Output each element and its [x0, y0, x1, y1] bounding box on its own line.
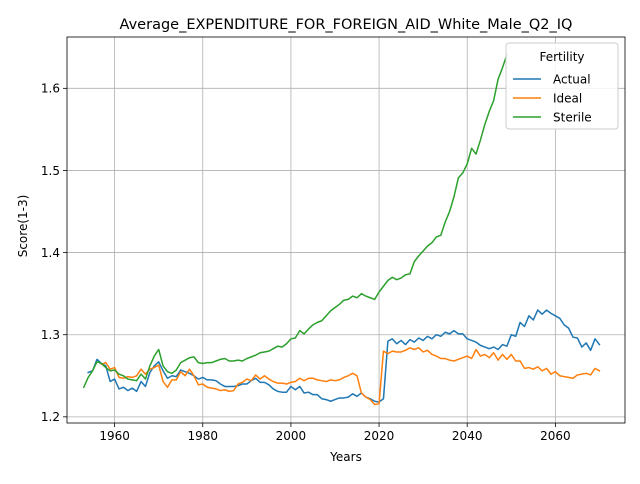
- series-line-actual: [87, 309, 601, 403]
- legend-items: Actual Ideal Sterile: [513, 72, 592, 124]
- series-line-ideal: [100, 347, 601, 406]
- x-tick-label: 1960: [99, 429, 130, 443]
- y-tick-label: 1.4: [41, 246, 60, 260]
- legend-label-sterile: Sterile: [553, 110, 592, 124]
- y-tick-label: 1.3: [41, 328, 60, 342]
- x-axis-ticks: 1960 1980 2000 2020 2040 2060: [99, 423, 571, 443]
- x-tick-label: 2000: [276, 429, 307, 443]
- x-tick-label: 2040: [452, 429, 483, 443]
- y-tick-label: 1.5: [41, 164, 60, 178]
- x-tick-label: 2020: [364, 429, 395, 443]
- legend: Fertility Actual Ideal Sterile: [505, 42, 619, 130]
- legend-title: Fertility: [539, 50, 584, 64]
- y-tick-label: 1.6: [41, 82, 60, 96]
- x-tick-label: 2060: [540, 429, 571, 443]
- y-tick-label: 1.2: [41, 410, 60, 424]
- series-line-sterile: [82, 53, 508, 389]
- plot-area-frame: [66, 36, 626, 424]
- legend-box: [505, 42, 619, 130]
- legend-label-actual: Actual: [553, 72, 591, 86]
- legend-label-ideal: Ideal: [553, 91, 582, 105]
- chart-title: Average_EXPENDITURE_FOR_FOREIGN_AID_Whit…: [120, 17, 573, 33]
- series-lines: [82, 53, 601, 406]
- y-axis-label: Score(1-3): [16, 195, 30, 258]
- x-tick-label: 1980: [187, 429, 218, 443]
- y-axis-ticks: 1.2 1.3 1.4 1.5 1.6: [41, 82, 67, 424]
- x-axis-label: Years: [329, 450, 362, 464]
